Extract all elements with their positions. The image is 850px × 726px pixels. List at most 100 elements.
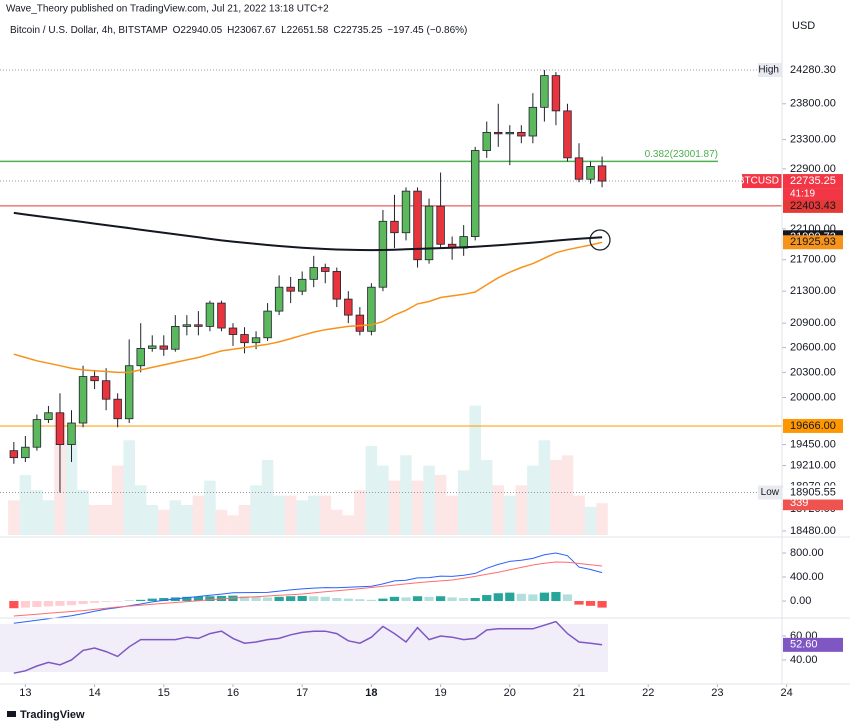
macd-histogram-bar [251, 596, 261, 602]
candle-body [240, 334, 249, 344]
volume-bar [573, 495, 585, 535]
candle-body [113, 398, 122, 420]
volume-bar [31, 490, 43, 535]
candle-body [505, 131, 515, 135]
volume-bar [261, 460, 274, 535]
candle-body [274, 286, 284, 312]
candle-body [355, 314, 365, 332]
macd-histogram-bar [320, 596, 330, 602]
volume-bar [284, 495, 297, 535]
volume-last-label-bg [783, 496, 843, 511]
macd-histogram-bar [9, 601, 19, 609]
marker-tag-bg [742, 174, 782, 189]
y-tick-label: 19450.00 [790, 438, 836, 450]
countdown-bg [783, 188, 843, 201]
y-tick-label: 20000.00 [790, 391, 836, 403]
indicator-last-label: 21925.93 [790, 236, 836, 248]
macd-histogram-bar [343, 598, 353, 602]
volume-bar [100, 505, 112, 535]
macd-histogram-bar [205, 596, 215, 602]
marks-layer [9, 70, 607, 674]
macd-histogram-bar [482, 595, 492, 602]
macd-histogram-bar [43, 601, 54, 607]
y-tick-label: 400.00 [790, 571, 824, 583]
macd-histogram-bar [470, 598, 480, 602]
level-axis-label: 22403.43 [790, 200, 836, 212]
level-label: 0.382(23001.87) [645, 149, 718, 160]
macd-histogram-bar [147, 598, 157, 602]
candle-body [263, 310, 272, 339]
macd-histogram-bar [239, 596, 250, 602]
volume-bar [169, 500, 182, 535]
volume-bar [134, 485, 147, 535]
volume-bar [204, 480, 216, 535]
volume-bar [65, 440, 78, 535]
macd-line [13, 561, 603, 617]
macd-histogram-bar [20, 601, 30, 608]
candle-body [401, 190, 411, 234]
y-tick-label: 20300.00 [790, 366, 836, 378]
macd-histogram-bar [136, 599, 146, 602]
candle-body [67, 422, 76, 445]
marker-label: 18905.55 [790, 486, 836, 498]
volume-bar [238, 505, 251, 535]
x-tick-label: 21 [573, 687, 585, 699]
candle-body [136, 348, 145, 367]
volume-bar [307, 495, 320, 535]
macd-histogram-bar [389, 596, 400, 602]
macd-histogram-bar [32, 601, 42, 608]
volume-bar [423, 465, 435, 535]
macd-histogram-bar [366, 599, 377, 602]
candle-body [563, 110, 572, 159]
volume-bar [480, 460, 493, 535]
macd-histogram-bar [193, 596, 203, 602]
candle-body [124, 365, 134, 420]
macd-histogram-bar [274, 596, 284, 602]
candle-body [205, 302, 215, 327]
legend-low: L22651.58 [281, 25, 329, 36]
y-tick-label: 18480.00 [790, 525, 836, 537]
x-tick-label: 15 [158, 687, 170, 699]
candle-body [182, 324, 192, 327]
y-tick-label: 19210.00 [790, 459, 836, 471]
macd-histogram-bar [332, 598, 342, 602]
legend-close: C22735.25 [333, 25, 382, 36]
candle-body [32, 419, 42, 448]
macd-histogram-bar [89, 601, 100, 603]
candle-body [148, 345, 157, 349]
macd-histogram-bar [435, 596, 446, 602]
x-tick-label: 17 [296, 687, 308, 699]
y-tick-label: 0.00 [790, 595, 811, 607]
macd-histogram-bar [113, 601, 123, 602]
volume-bar [77, 490, 89, 535]
volume-bar [146, 505, 159, 535]
x-tick-label: 24 [780, 687, 792, 699]
labels-layer: 23800.0023300.0022900.0022100.0021700.00… [19, 63, 843, 699]
candle-body [332, 271, 341, 300]
x-tick-label: 13 [19, 687, 31, 699]
candle-body [424, 205, 434, 261]
volume-bar [8, 500, 20, 535]
volume-bar [377, 465, 389, 535]
marker-tag: BTCUSD [738, 176, 779, 187]
volume-bar [469, 405, 481, 535]
marker-tag-bg [758, 485, 782, 500]
macd-histogram-bar [286, 596, 296, 602]
macd-histogram-bar [55, 601, 65, 606]
x-tick-label: 22 [642, 687, 654, 699]
y-tick-label: 23300.00 [790, 134, 836, 146]
candle-body [9, 450, 19, 459]
currency: USD [792, 20, 815, 32]
macd-histogram-bar [309, 596, 319, 602]
candle-body [78, 376, 88, 424]
y-tick-label: 20600.00 [790, 341, 836, 353]
volume-bar [411, 480, 424, 535]
candle-body [390, 220, 399, 234]
volume-bar [215, 509, 228, 535]
volume-bar [550, 460, 562, 535]
macd-histogram-bar [597, 601, 607, 608]
candle-body [228, 327, 238, 335]
macd-histogram-bar [585, 601, 596, 606]
rsi-line [13, 620, 603, 674]
volume-bar [561, 455, 574, 535]
